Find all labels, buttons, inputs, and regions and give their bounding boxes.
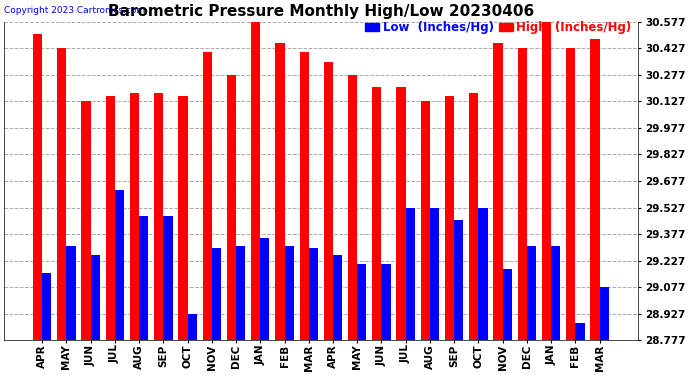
Bar [591,39,600,340]
Bar [275,43,284,340]
Bar [600,287,609,340]
Bar [236,246,245,340]
Bar [251,22,260,340]
Bar [542,22,551,340]
Bar [333,255,342,340]
Bar [130,93,139,340]
Bar [299,52,308,340]
Bar [324,62,333,340]
Title: Barometric Pressure Monthly High/Low 20230406: Barometric Pressure Monthly High/Low 202… [108,4,534,19]
Bar [154,93,164,340]
Bar [372,87,382,340]
Bar [57,48,66,340]
Bar [42,273,51,340]
Bar [382,264,391,340]
Bar [348,75,357,340]
Bar [421,101,430,340]
Bar [454,220,464,340]
Bar [90,255,100,340]
Legend: Low  (Inches/Hg), High  (Inches/Hg): Low (Inches/Hg), High (Inches/Hg) [365,21,631,34]
Bar [203,52,212,340]
Bar [430,207,439,340]
Text: Copyright 2023 Cartronics.com: Copyright 2023 Cartronics.com [4,6,146,15]
Bar [478,207,488,340]
Bar [493,43,502,340]
Bar [551,246,560,340]
Bar [188,314,197,340]
Bar [115,190,124,340]
Bar [406,207,415,340]
Bar [397,87,406,340]
Bar [66,246,76,340]
Bar [575,322,584,340]
Bar [33,34,42,340]
Bar [518,48,527,340]
Bar [445,96,454,340]
Bar [527,246,536,340]
Bar [227,75,236,340]
Bar [469,93,478,340]
Bar [164,216,172,340]
Bar [284,246,294,340]
Bar [139,216,148,340]
Bar [357,264,366,340]
Bar [212,248,221,340]
Bar [566,48,575,340]
Bar [81,101,90,340]
Bar [106,96,115,340]
Bar [179,96,188,340]
Bar [502,270,512,340]
Bar [308,248,318,340]
Bar [260,238,270,340]
